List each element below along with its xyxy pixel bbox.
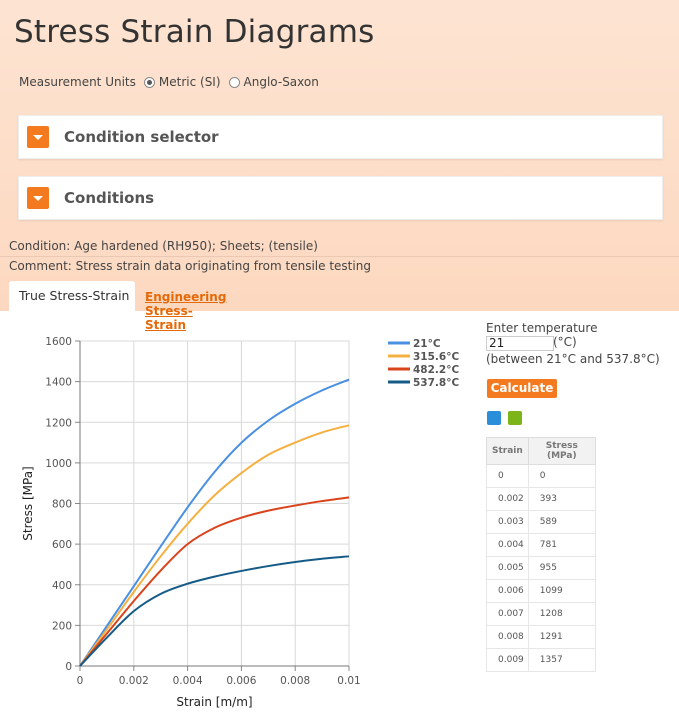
stress-strain-chart: 0 200 400 600 800 1000 1200 1400 1600 0 0.002 0.004…: [0, 320, 480, 724]
anglo-saxon-radio[interactable]: [228, 76, 240, 88]
legend-label: 482.2°C: [413, 364, 459, 376]
chevron-down-icon[interactable]: [27, 187, 49, 209]
calculate-button[interactable]: Calculate: [487, 379, 557, 398]
export-icon[interactable]: [487, 411, 501, 425]
series-line: [79, 555, 350, 667]
tab-true-label[interactable]: True Stress-Strain: [19, 288, 130, 303]
legend-label: 537.8°C: [413, 377, 459, 389]
condition-selector-label[interactable]: Condition selector: [64, 128, 219, 146]
swap-icon[interactable]: [508, 411, 522, 425]
table-row: 0.002 393: [486, 487, 596, 511]
y-tick-label: 800: [52, 499, 72, 511]
stress-cell: 1208: [527, 602, 596, 626]
chart-svg: 0 200 400 600 800 1000 1200 1400 1600 0 0.002 0.004…: [21, 336, 459, 709]
anglo-saxon-label[interactable]: Anglo-Saxon: [243, 75, 319, 89]
strain-cell: 0.007: [486, 602, 529, 626]
y-tick-label: 1400: [45, 377, 72, 389]
y-tick-label: 600: [52, 539, 72, 551]
x-tick-label: 0.002: [119, 675, 149, 687]
strain-cell: 0.008: [486, 625, 529, 649]
y-tick-label: 1200: [45, 417, 72, 429]
stress-strain-table: Strain Stress (MPa) 0 0 0.002 393 0.003 589 0.…: [486, 437, 596, 672]
table-row: 0.004 781: [486, 533, 596, 557]
metric-label[interactable]: Metric (SI): [158, 75, 221, 89]
series-line: [79, 378, 350, 667]
stress-cell: 955: [527, 556, 596, 580]
stress-cell: 393: [527, 487, 596, 511]
temperature-input[interactable]: 21: [486, 336, 554, 351]
tab-engineering-label[interactable]: Engineering Stress-Strain: [145, 290, 227, 332]
conditions-label[interactable]: Conditions: [64, 189, 155, 207]
strain-cell: 0.004: [486, 533, 529, 557]
strain-cell: 0.006: [486, 579, 529, 603]
chevron-down-icon[interactable]: [27, 126, 49, 148]
stress-cell: 1291: [527, 625, 596, 649]
stress-cell: 1099: [527, 579, 596, 603]
x-axis-label: Strain [m/m]: [176, 695, 252, 709]
comment-text: Comment: Stress strain data originating …: [9, 259, 371, 273]
y-tick-label: 0: [65, 661, 72, 673]
conditions-panel[interactable]: Conditions: [18, 176, 663, 220]
y-tick-label: 200: [52, 620, 72, 632]
y-tick-label: 1600: [45, 336, 72, 348]
strain-cell: 0.009: [486, 648, 529, 672]
table-row: 0.006 1099: [486, 579, 596, 603]
stress-cell: 0: [527, 464, 596, 488]
series-line: [79, 496, 350, 667]
y-tick-label: 400: [52, 580, 72, 592]
series-line: [79, 424, 350, 667]
condition-text: Condition: Age hardened (RH950); Sheets;…: [9, 239, 318, 253]
y-tick-label: 1000: [45, 458, 72, 470]
units-selector: Measurement Units Metric (SI) Anglo-Saxo…: [19, 75, 319, 89]
units-label: Measurement Units: [19, 75, 136, 89]
table-header-stress: Stress (MPa): [527, 437, 596, 465]
legend-label: 315.6°C: [413, 351, 459, 363]
table-row: 0.009 1357: [486, 648, 596, 672]
enter-temperature-label: Enter temperature: [486, 321, 598, 335]
condition-selector-panel[interactable]: Condition selector: [18, 115, 663, 159]
strain-cell: 0.005: [486, 556, 529, 580]
stress-cell: 781: [527, 533, 596, 557]
x-tick-label: 0.008: [280, 675, 310, 687]
x-tick-label: 0.004: [173, 675, 203, 687]
page-title: Stress Strain Diagrams: [14, 14, 375, 50]
stress-cell: 589: [527, 510, 596, 534]
table-row: 0.008 1291: [486, 625, 596, 649]
x-tick-label: 0.006: [226, 675, 256, 687]
table-row: 0.007 1208: [486, 602, 596, 626]
tab-true-stress-strain[interactable]: True Stress-Strain: [9, 281, 135, 311]
strain-cell: 0.003: [486, 510, 529, 534]
strain-cell: 0: [486, 464, 529, 488]
y-axis-label: Stress [MPa]: [21, 466, 35, 540]
divider: [0, 256, 679, 257]
strain-cell: 0.002: [486, 487, 529, 511]
temperature-unit: (°C): [553, 335, 577, 349]
table-row: 0.005 955: [486, 556, 596, 580]
x-tick-label: 0: [77, 675, 84, 687]
table-header-strain: Strain: [486, 437, 529, 465]
metric-radio[interactable]: [143, 76, 155, 88]
x-tick-label: 0.01: [337, 675, 360, 687]
legend-label: 21°C: [413, 338, 441, 350]
temperature-range: (between 21°C and 537.8°C): [486, 352, 660, 366]
stress-cell: 1357: [527, 648, 596, 672]
table-row: 0.003 589: [486, 510, 596, 534]
